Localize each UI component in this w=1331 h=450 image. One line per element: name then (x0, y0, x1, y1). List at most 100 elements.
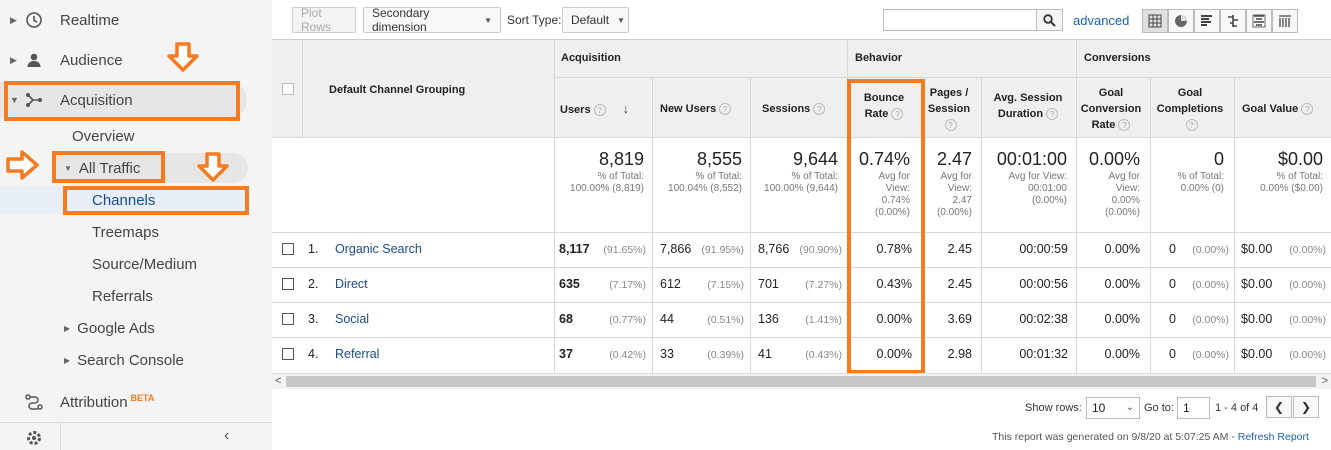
nav-attribution-label: Attribution BETA (60, 393, 154, 411)
cell-sessions-value: 41 (758, 347, 772, 361)
gear-icon[interactable] (25, 429, 43, 450)
dimension-header[interactable]: Default Channel Grouping (329, 84, 466, 96)
search-icon (1043, 13, 1056, 27)
cell-pages-session: 2.98 (947, 347, 972, 361)
row-checkbox[interactable] (282, 278, 294, 290)
help-icon[interactable]: ? (1046, 108, 1059, 121)
cell-avg-duration: 00:02:38 (1019, 312, 1068, 326)
chevron-left-icon: ❮ (1273, 400, 1285, 414)
person-icon (25, 51, 43, 69)
col-users[interactable]: Users? ↓ (560, 101, 652, 118)
cell-goal-value-pct: (0.00%) (1289, 314, 1326, 326)
table-view-button[interactable] (1142, 9, 1168, 33)
show-rows-select[interactable]: 10 ⌄ (1086, 397, 1140, 419)
nav-realtime[interactable]: ▶ Realtime (0, 0, 272, 40)
total-avg-session-duration: 00:01:00 (996, 149, 1067, 169)
cell-users-pct: (0.77%) (609, 314, 646, 326)
group-behavior: Behavior (855, 52, 903, 64)
col-goal-completions[interactable]: Goal Completions ? (1152, 85, 1228, 133)
cell-new-users-value: 44 (660, 312, 674, 326)
scroll-left-icon[interactable]: < (275, 375, 282, 387)
cell-bounce-rate: 0.00% (876, 312, 912, 326)
help-icon[interactable]: ? (1301, 103, 1314, 116)
nav-attribution[interactable]: Attribution BETA (0, 382, 272, 422)
totals-row (272, 137, 1331, 232)
total-avg-session-note-2: 00:01:00 (1028, 183, 1067, 194)
nav-google-ads[interactable]: ▶ Google Ads (64, 312, 155, 344)
pivot-view-button[interactable] (1272, 9, 1298, 33)
col-goal-value[interactable]: Goal Value? (1242, 101, 1327, 117)
nav-source-medium[interactable]: Source/Medium (92, 248, 197, 280)
cell-pages-session: 2.45 (947, 277, 972, 291)
sidebar: ▶ Realtime ▶ Audience ▼ Acquisition Over… (0, 0, 272, 450)
total-goal-conv-note-1: Avg for (1108, 171, 1141, 182)
scroll-right-icon[interactable]: > (1321, 375, 1328, 387)
search-input[interactable] (883, 9, 1037, 31)
advanced-link[interactable]: advanced (1073, 13, 1130, 28)
help-icon[interactable]: ? (944, 119, 957, 132)
columns-icon (1279, 15, 1291, 27)
col-sessions[interactable]: Sessions? (762, 101, 852, 117)
help-icon[interactable]: ? (1118, 119, 1131, 132)
select-all-checkbox[interactable] (282, 83, 294, 95)
sort-type-value: Default (571, 13, 610, 27)
col-goal-comp-label-2: Completions (1156, 103, 1224, 115)
prev-page-button[interactable]: ❮ (1266, 396, 1292, 418)
col-pages-session[interactable]: Pages / Session ? (924, 85, 974, 133)
row-checkbox[interactable] (282, 348, 294, 360)
col-avg-session-label-2: Duration (997, 108, 1044, 120)
collapse-chevron-icon[interactable]: ‹ (224, 427, 230, 444)
sort-type-dropdown[interactable]: Default ▼ (562, 7, 629, 33)
goto-input[interactable]: 1 (1177, 397, 1210, 419)
horizontal-scrollbar[interactable]: < > (272, 373, 1331, 389)
nav-audience[interactable]: ▶ Audience (0, 40, 272, 80)
total-goal-completions: 0 (1213, 149, 1224, 169)
total-bounce-note-3: 0.74% (881, 195, 910, 206)
refresh-report-link[interactable]: Refresh Report (1237, 431, 1309, 443)
cell-new-users-value: 612 (660, 277, 681, 291)
search-button[interactable] (1037, 9, 1063, 31)
divider (554, 40, 555, 374)
channel-link[interactable]: Referral (335, 347, 380, 361)
col-new-users[interactable]: New Users? (660, 101, 750, 117)
total-avg-session-note-3: (0.00%) (1031, 195, 1067, 206)
cell-goal-value: $0.00 (0.00%) (1241, 242, 1326, 256)
nav-channels[interactable]: Channels (92, 184, 155, 216)
cell-new-users-value: 7,866 (660, 242, 692, 256)
channel-link[interactable]: Social (335, 312, 370, 326)
nav-overview[interactable]: Overview (72, 120, 135, 152)
total-users: 8,819 (598, 149, 644, 169)
nav-treemaps[interactable]: Treemaps (92, 216, 159, 248)
help-icon[interactable]: ? (719, 103, 732, 116)
cell-goal-conv: 0.00% (1104, 242, 1140, 256)
plot-rows-button[interactable]: Plot Rows (292, 6, 356, 34)
performance-view-button[interactable] (1194, 9, 1220, 33)
nav-all-traffic[interactable]: ▼ All Traffic (64, 152, 140, 184)
scrollbar-thumb[interactable] (286, 376, 1316, 387)
nav-search-console[interactable]: ▶ Search Console (64, 344, 184, 376)
help-icon[interactable]: ? (593, 104, 606, 117)
term-cloud-view-button[interactable] (1246, 9, 1272, 33)
comparison-view-button[interactable] (1220, 9, 1246, 33)
col-avg-session-duration[interactable]: Avg. Session Duration? (984, 90, 1072, 122)
cell-sessions-value: 136 (758, 312, 779, 326)
nav-acquisition[interactable]: ▼ Acquisition (0, 80, 272, 120)
total-new-users: 8,555 (696, 149, 742, 169)
col-goal-conversion-rate[interactable]: Goal Conversion Rate? (1080, 85, 1142, 133)
row-checkbox[interactable] (282, 243, 294, 255)
col-bounce-rate-label-2: Rate (864, 108, 889, 120)
col-bounce-rate[interactable]: Bounce Rate? (850, 90, 918, 122)
total-pages-session: 2.47 (936, 149, 972, 169)
help-icon[interactable]: ? (891, 108, 904, 121)
next-page-button[interactable]: ❯ (1293, 396, 1319, 418)
pie-view-button[interactable] (1168, 9, 1194, 33)
help-icon[interactable]: ? (1185, 119, 1198, 132)
secondary-dimension-dropdown[interactable]: Secondary dimension ▼ (363, 6, 501, 34)
row-checkbox[interactable] (282, 313, 294, 325)
channel-link[interactable]: Direct (335, 277, 368, 291)
divider (272, 232, 1331, 233)
nav-referrals[interactable]: Referrals (92, 280, 153, 312)
cell-goal-conv: 0.00% (1104, 277, 1140, 291)
help-icon[interactable]: ? (813, 103, 826, 116)
channel-link[interactable]: Organic Search (335, 242, 422, 256)
